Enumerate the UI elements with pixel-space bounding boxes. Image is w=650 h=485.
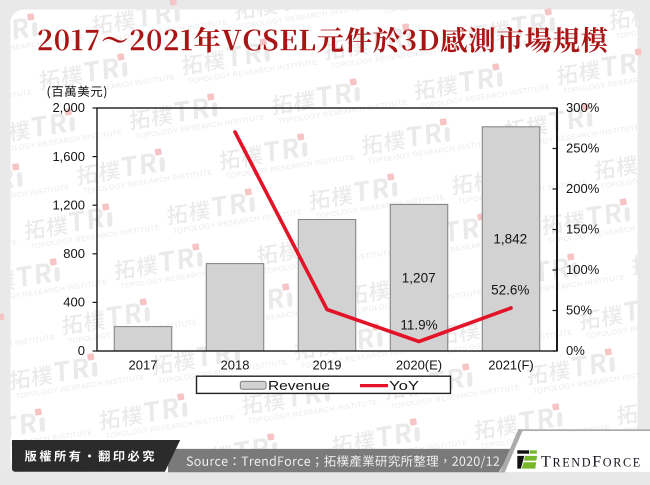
svg-text:1,842: 1,842 bbox=[493, 232, 527, 247]
svg-text:0%: 0% bbox=[566, 343, 585, 358]
svg-text:100%: 100% bbox=[566, 262, 600, 277]
svg-text:2020(E): 2020(E) bbox=[396, 358, 442, 373]
svg-text:52.6%: 52.6% bbox=[491, 283, 529, 298]
svg-text:TRENDFORCE: TRENDFORCE bbox=[541, 454, 642, 471]
svg-text:2018: 2018 bbox=[221, 358, 250, 373]
svg-text:150%: 150% bbox=[566, 222, 600, 237]
svg-text:250%: 250% bbox=[566, 141, 600, 156]
svg-text:Revenue: Revenue bbox=[268, 378, 330, 393]
svg-text:0: 0 bbox=[78, 343, 85, 358]
svg-text:2017: 2017 bbox=[129, 358, 158, 373]
svg-text:1,600: 1,600 bbox=[52, 149, 85, 164]
svg-text:2,000: 2,000 bbox=[52, 100, 85, 115]
svg-text:200%: 200% bbox=[566, 181, 600, 196]
svg-text:50%: 50% bbox=[566, 303, 592, 318]
svg-text:2019: 2019 bbox=[313, 358, 342, 373]
svg-text:800: 800 bbox=[63, 246, 85, 261]
svg-text:2021(F): 2021(F) bbox=[488, 358, 534, 373]
svg-text:1,207: 1,207 bbox=[402, 271, 436, 286]
svg-text:1,200: 1,200 bbox=[52, 197, 85, 212]
svg-text:300%: 300% bbox=[566, 100, 600, 115]
svg-text:400: 400 bbox=[63, 295, 85, 310]
svg-text:11.9%: 11.9% bbox=[400, 317, 437, 332]
svg-text:YoY: YoY bbox=[389, 378, 419, 393]
